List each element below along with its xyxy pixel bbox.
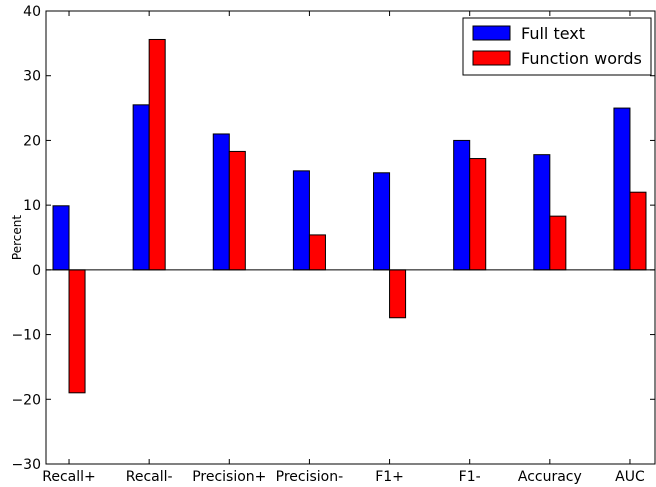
x-tick-label: Precision+ xyxy=(192,469,266,485)
bar-function-words-auc xyxy=(629,191,647,271)
bar-full-text-recall- xyxy=(52,205,70,271)
bar-function-words-f1- xyxy=(469,158,487,271)
x-tick-label: F1+ xyxy=(375,469,404,485)
bar-function-words-f1- xyxy=(389,269,407,319)
legend: Full text Function words xyxy=(462,17,652,76)
bar-function-words-precision- xyxy=(308,234,326,271)
y-tick-label: −30 xyxy=(11,457,41,473)
bar-layer xyxy=(52,38,647,394)
x-tick-label: Precision- xyxy=(276,469,344,485)
bar-full-text-auc xyxy=(613,107,631,271)
y-axis: −30 −20 −10 0 10 20 30 40 xyxy=(11,4,655,473)
bar-full-text-accuracy xyxy=(533,154,551,271)
legend-swatch xyxy=(472,25,511,41)
bar-full-text-precision- xyxy=(292,170,310,271)
legend-label: Full text xyxy=(521,24,585,43)
legend-label: Function words xyxy=(521,49,642,68)
y-tick-label: 20 xyxy=(23,133,41,149)
bar-function-words-recall- xyxy=(68,269,86,394)
x-axis: Recall+ Recall- Precision+ Precision- F1+ F1-… xyxy=(42,11,645,485)
bar-full-text-f1- xyxy=(453,139,471,271)
x-tick-label: Accuracy xyxy=(518,469,582,485)
x-tick-label: Recall- xyxy=(126,469,173,485)
bar-function-words-precision- xyxy=(228,150,246,271)
bar-function-words-recall- xyxy=(148,38,166,271)
y-tick-label: 30 xyxy=(23,69,41,85)
y-tick-label: −10 xyxy=(11,328,41,344)
y-tick-label: 10 xyxy=(23,198,41,214)
bar-full-text-precision- xyxy=(212,133,230,271)
bar-function-words-accuracy xyxy=(549,215,567,271)
x-tick-label: Recall+ xyxy=(42,469,96,485)
x-tick-label: F1- xyxy=(459,469,481,485)
y-tick-label: −20 xyxy=(11,392,41,408)
legend-swatch xyxy=(472,50,511,66)
x-tick-label: AUC xyxy=(615,469,645,485)
y-axis-label: Percent xyxy=(10,215,24,260)
y-tick-label: 40 xyxy=(23,4,41,20)
bar-full-text-f1- xyxy=(373,172,391,271)
bar-full-text-recall- xyxy=(132,104,150,271)
y-tick-label: 0 xyxy=(32,263,41,279)
plot-frame xyxy=(45,10,656,465)
